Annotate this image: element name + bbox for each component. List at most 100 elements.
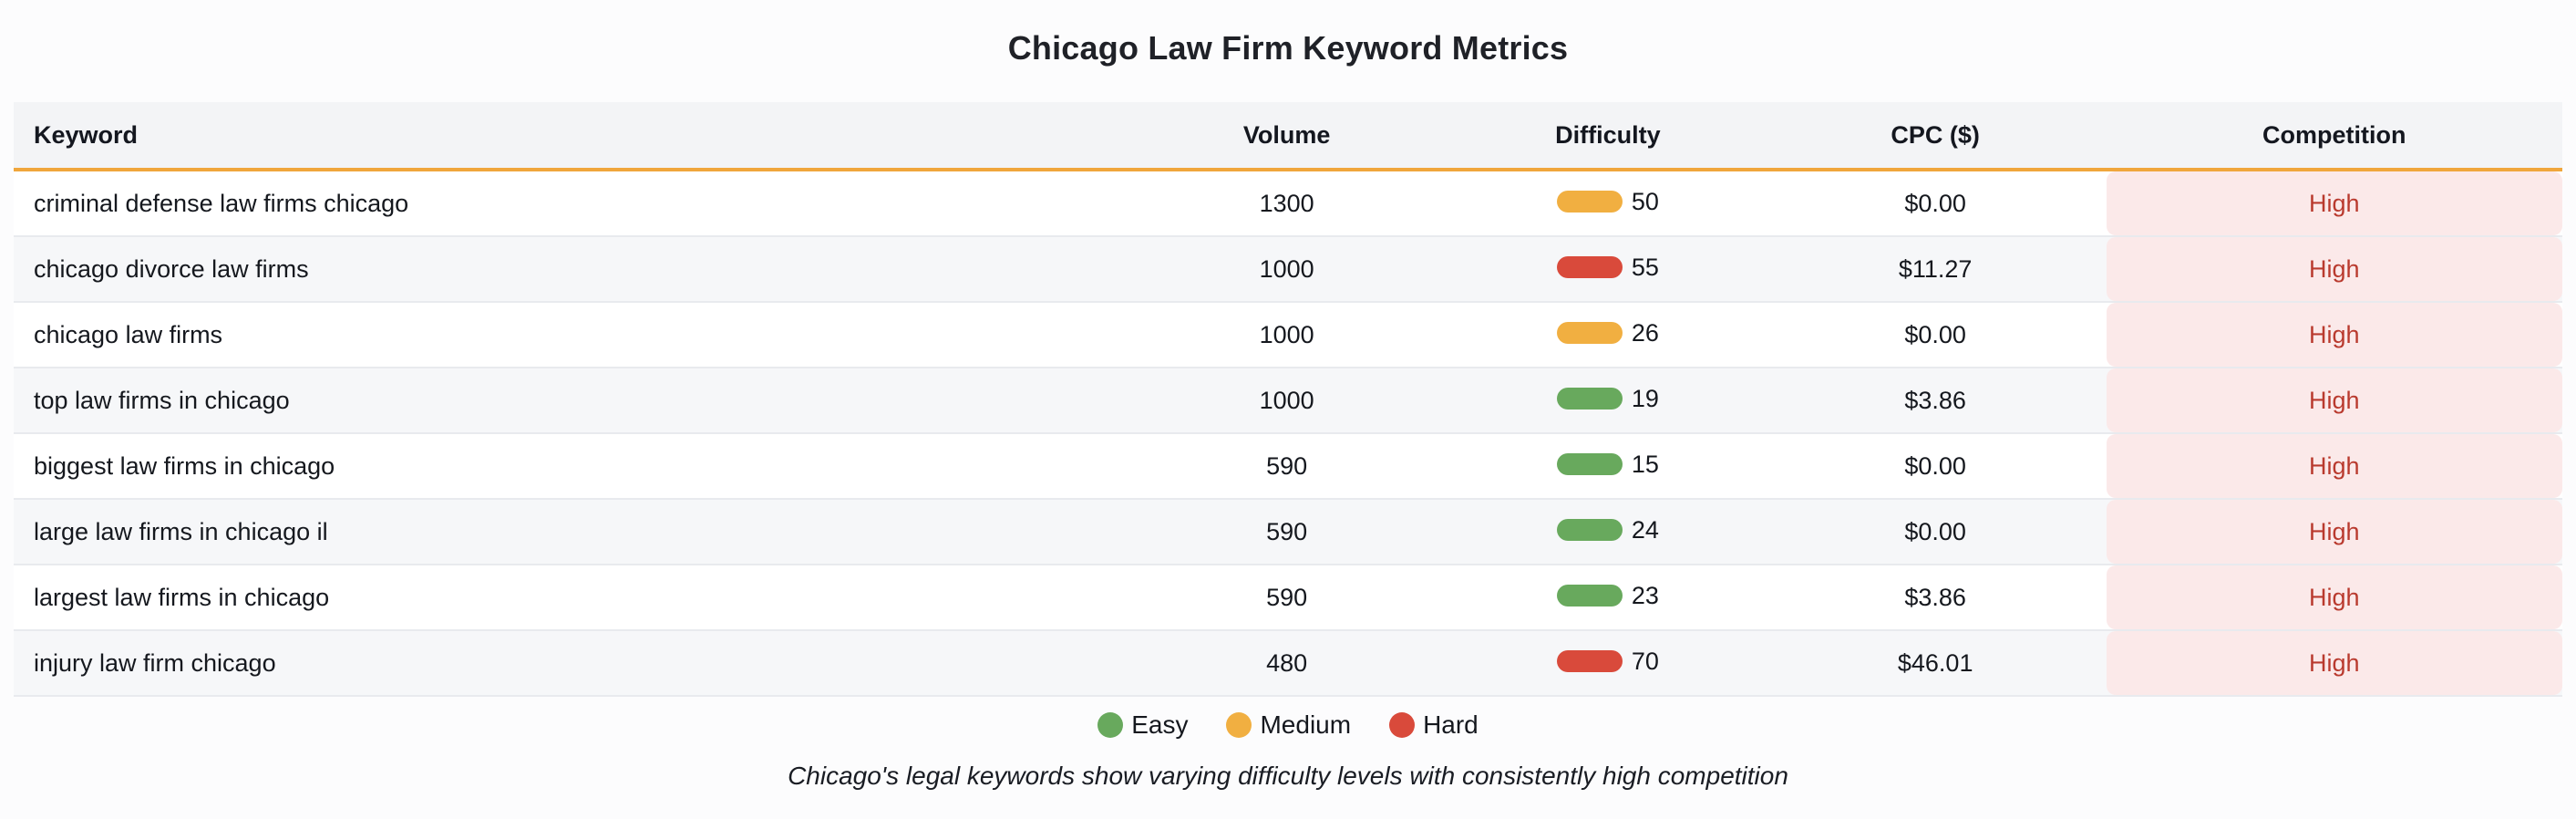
difficulty-pill <box>1556 650 1623 673</box>
competition-badge: High <box>2106 368 2562 432</box>
difficulty-indicator: 24 <box>1556 515 1659 544</box>
cpc-cell: $11.27 <box>1898 254 1973 283</box>
cpc-cell: $0.00 <box>1904 451 1966 480</box>
table-row: biggest law firms in chicago 590 15 $0.00 Hi… <box>14 433 2562 499</box>
difficulty-pill <box>1556 191 1623 213</box>
volume-cell: 590 <box>1266 583 1308 611</box>
difficulty-cell: 19 <box>1451 368 1765 433</box>
difficulty-cell: 15 <box>1451 433 1765 499</box>
table-row: largest law firms in chicago 590 23 $3.86 Hi… <box>14 565 2562 630</box>
difficulty-pill <box>1556 322 1623 345</box>
hard-dot-icon <box>1389 712 1416 738</box>
keyword-cell: largest law firms in chicago <box>34 583 330 611</box>
difficulty-indicator: 15 <box>1556 450 1659 479</box>
difficulty-cell: 26 <box>1451 302 1765 368</box>
table-head: Keyword Volume Difficulty CPC ($) Compet… <box>14 102 2562 171</box>
difficulty-value: 50 <box>1631 187 1659 215</box>
table-row: injury law firm chicago 480 70 $46.01 High <box>14 630 2562 696</box>
data-table: Keyword Volume Difficulty CPC ($) Compet… <box>14 102 2562 697</box>
page: Chicago Law Firm Keyword Metrics Keyword… <box>0 29 2576 791</box>
table-row: chicago divorce law firms 1000 55 $11.27 Hig… <box>14 236 2562 302</box>
competition-badge: High <box>2106 434 2562 498</box>
competition-badge: High <box>2106 237 2562 301</box>
difficulty-legend: Easy Medium Hard <box>0 710 2576 740</box>
cpc-cell: $3.86 <box>1904 583 1966 611</box>
page-title: Chicago Law Firm Keyword Metrics <box>1007 29 1569 67</box>
competition-cell: High <box>2106 565 2562 630</box>
difficulty-pill <box>1556 519 1623 542</box>
legend-item-medium: Medium <box>1226 710 1351 740</box>
keyword-cell: injury law firm chicago <box>34 648 276 677</box>
volume-cell: 1000 <box>1259 320 1314 348</box>
competition-badge: High <box>2106 303 2562 367</box>
volume-cell: 590 <box>1266 517 1308 545</box>
legend-label: Medium <box>1260 710 1352 739</box>
cpc-cell: $46.01 <box>1897 648 1973 677</box>
legend-label: Easy <box>1131 710 1189 739</box>
difficulty-indicator: 23 <box>1556 581 1659 610</box>
competition-cell: High <box>2106 499 2562 565</box>
medium-dot-icon <box>1226 712 1252 738</box>
legend-item-hard: Hard <box>1389 710 1479 740</box>
column-header-cpc: CPC ($) <box>1764 102 2107 171</box>
table-row: top law firms in chicago 1000 19 $3.86 High <box>14 368 2562 433</box>
easy-dot-icon <box>1097 712 1124 738</box>
cpc-cell: $0.00 <box>1904 189 1966 217</box>
difficulty-cell: 70 <box>1451 630 1765 696</box>
legend-item-easy: Easy <box>1097 710 1188 740</box>
keyword-cell: large law firms in chicago il <box>34 517 328 545</box>
competition-cell: High <box>2106 433 2562 499</box>
keyword-cell: top law firms in chicago <box>34 386 290 414</box>
competition-badge: High <box>2106 171 2562 235</box>
cpc-cell: $0.00 <box>1904 320 1966 348</box>
difficulty-pill <box>1556 453 1623 476</box>
column-header-keyword: Keyword <box>14 102 1123 171</box>
column-header-volume: Volume <box>1122 102 1451 171</box>
competition-cell: High <box>2106 302 2562 368</box>
competition-cell: High <box>2106 368 2562 433</box>
volume-cell: 590 <box>1266 451 1308 480</box>
difficulty-value: 55 <box>1631 253 1659 281</box>
table-header-row: Keyword Volume Difficulty CPC ($) Compet… <box>14 102 2562 171</box>
competition-cell: High <box>2106 630 2562 696</box>
difficulty-indicator: 26 <box>1556 318 1659 347</box>
keyword-cell: criminal defense law firms chicago <box>34 189 409 217</box>
cpc-cell: $3.86 <box>1904 386 1966 414</box>
competition-cell: High <box>2106 170 2562 236</box>
difficulty-cell: 55 <box>1451 236 1765 302</box>
difficulty-indicator: 19 <box>1556 384 1659 413</box>
competition-cell: High <box>2106 236 2562 302</box>
difficulty-cell: 24 <box>1451 499 1765 565</box>
difficulty-indicator: 55 <box>1556 253 1659 282</box>
difficulty-pill <box>1556 256 1623 279</box>
keyword-cell: chicago divorce law firms <box>34 254 309 283</box>
difficulty-value: 26 <box>1631 318 1659 347</box>
keyword-cell: biggest law firms in chicago <box>34 451 335 480</box>
table-row: chicago law firms 1000 26 $0.00 High <box>14 302 2562 368</box>
difficulty-value: 70 <box>1631 647 1659 675</box>
column-header-difficulty: Difficulty <box>1450 102 1765 171</box>
difficulty-pill <box>1556 388 1623 410</box>
chart-caption: Chicago's legal keywords show varying di… <box>788 762 1788 790</box>
volume-cell: 1000 <box>1259 386 1314 414</box>
difficulty-cell: 23 <box>1451 565 1765 630</box>
table-row: large law firms in chicago il 590 24 $0.00 H… <box>14 499 2562 565</box>
keyword-metrics-table: Keyword Volume Difficulty CPC ($) Compet… <box>14 102 2562 697</box>
difficulty-value: 24 <box>1631 515 1659 544</box>
column-header-competition: Competition <box>2106 102 2562 171</box>
difficulty-indicator: 70 <box>1556 647 1659 676</box>
competition-badge: High <box>2106 500 2562 564</box>
difficulty-cell: 50 <box>1451 170 1765 236</box>
competition-badge: High <box>2106 631 2562 695</box>
legend-label: Hard <box>1423 710 1479 739</box>
difficulty-indicator: 50 <box>1556 187 1659 216</box>
difficulty-value: 23 <box>1631 581 1659 609</box>
competition-badge: High <box>2106 565 2562 629</box>
cpc-cell: $0.00 <box>1904 517 1966 545</box>
difficulty-value: 19 <box>1631 384 1659 412</box>
difficulty-value: 15 <box>1631 450 1659 478</box>
table-body: criminal defense law firms chicago 1300 50… <box>14 170 2562 696</box>
table-row: criminal defense law firms chicago 1300 50… <box>14 170 2562 236</box>
volume-cell: 1300 <box>1259 189 1314 217</box>
volume-cell: 1000 <box>1259 254 1314 283</box>
